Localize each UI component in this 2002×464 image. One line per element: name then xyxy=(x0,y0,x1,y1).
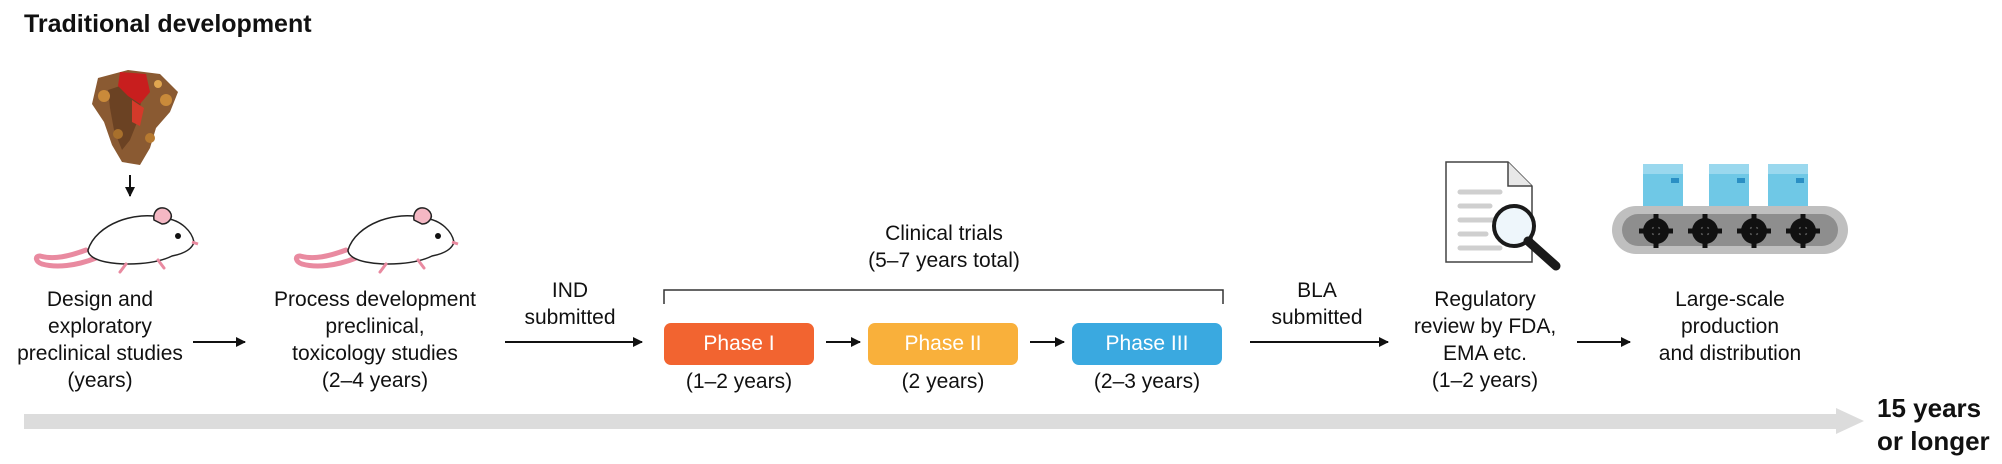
text-line: (2–4 years) xyxy=(321,369,429,392)
step-process-label: Process development preclinical, toxicol… xyxy=(255,286,495,394)
phase-3-label: Phase III xyxy=(1105,332,1189,355)
total-duration-label: 15 years or longer xyxy=(1877,392,1997,458)
mouse-icon xyxy=(33,207,199,274)
text-line: submitted xyxy=(1271,306,1363,329)
text-line: (1–2 years) xyxy=(1431,369,1539,392)
protein-structure-icon xyxy=(92,70,178,165)
text-line: EMA etc. xyxy=(1442,342,1528,365)
text-line: preclinical, xyxy=(325,315,425,338)
text-line: Regulatory xyxy=(1434,288,1536,311)
clinical-trials-label: Clinical trials (5–7 years total) xyxy=(834,220,1054,274)
text-line: Design and xyxy=(46,288,154,311)
text-line: exploratory xyxy=(48,315,152,338)
phase-1-box: Phase I xyxy=(664,323,814,365)
phase-1-label: Phase I xyxy=(703,332,775,355)
text-line: or longer xyxy=(1877,426,1990,456)
diagram-title: Traditional development xyxy=(24,10,312,38)
text-line: preclinical studies xyxy=(17,342,183,365)
step-design-label: Design and exploratory preclinical studi… xyxy=(0,286,200,394)
document-magnifier-icon xyxy=(1445,161,1561,271)
text-line: and distribution xyxy=(1658,342,1802,365)
phase-3-box: Phase III xyxy=(1072,323,1222,365)
text-line: production xyxy=(1680,315,1780,338)
clinical-trials-bracket xyxy=(663,289,1224,304)
text-line: review by FDA, xyxy=(1413,315,1557,338)
phase-2-label: Phase II xyxy=(904,332,982,355)
text-line: toxicology studies xyxy=(292,342,458,365)
text-line: (5–7 years total) xyxy=(868,249,1020,272)
text-line: Large-scale xyxy=(1675,288,1785,311)
text-line: (years) xyxy=(67,369,133,392)
production-label: Large-scale production and distribution xyxy=(1630,286,1830,367)
text-line: Clinical trials xyxy=(885,222,1003,245)
text-line: IND xyxy=(551,279,589,302)
ind-submitted-label: IND submitted xyxy=(515,277,625,331)
text-line: BLA xyxy=(1297,279,1337,302)
phase-3-duration: (2–3 years) xyxy=(1093,370,1201,393)
text-line: submitted xyxy=(524,306,616,329)
text-line: 15 years xyxy=(1877,393,1982,423)
mouse-icon xyxy=(293,207,459,274)
timeline-arrow xyxy=(24,408,1864,434)
regulatory-review-label: Regulatory review by FDA, EMA etc. (1–2 … xyxy=(1395,286,1575,394)
phase-2-duration: (2 years) xyxy=(901,370,985,393)
bla-submitted-label: BLA submitted xyxy=(1262,277,1372,331)
conveyor-belt-icon xyxy=(1612,164,1848,254)
phase-2-box: Phase II xyxy=(868,323,1018,365)
text-line: Process development xyxy=(274,288,476,311)
phase-1-duration: (1–2 years) xyxy=(685,370,793,393)
